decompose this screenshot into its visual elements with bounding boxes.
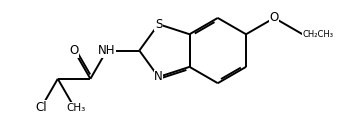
Text: N: N — [154, 70, 163, 84]
Text: O: O — [270, 12, 279, 24]
Text: O: O — [69, 44, 79, 57]
Text: CH₃: CH₃ — [66, 103, 85, 113]
Text: S: S — [155, 18, 162, 31]
Text: CH₂CH₃: CH₂CH₃ — [302, 30, 334, 39]
Text: Cl: Cl — [36, 100, 47, 114]
Text: NH: NH — [98, 44, 116, 57]
